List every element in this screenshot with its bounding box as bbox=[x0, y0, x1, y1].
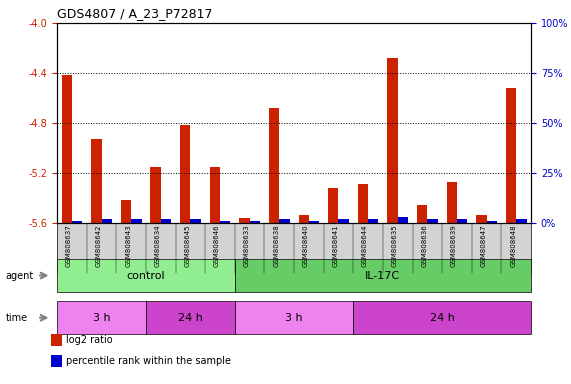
Bar bbox=[447, 182, 457, 223]
Bar bbox=[161, 219, 171, 223]
Text: 3 h: 3 h bbox=[286, 313, 303, 323]
Text: GSM808633: GSM808633 bbox=[244, 225, 250, 267]
Bar bbox=[279, 219, 289, 223]
Text: control: control bbox=[127, 270, 165, 281]
Text: GSM808639: GSM808639 bbox=[451, 225, 457, 267]
Bar bbox=[220, 221, 230, 223]
Text: GSM808641: GSM808641 bbox=[332, 225, 339, 267]
Text: 3 h: 3 h bbox=[93, 313, 110, 323]
Bar bbox=[150, 167, 161, 223]
Text: GSM808638: GSM808638 bbox=[274, 225, 279, 267]
Text: GSM808644: GSM808644 bbox=[362, 225, 368, 267]
Bar bbox=[190, 219, 201, 223]
Bar bbox=[91, 139, 102, 223]
Text: GSM808634: GSM808634 bbox=[155, 225, 161, 267]
Text: GSM808646: GSM808646 bbox=[214, 225, 220, 267]
Text: 24 h: 24 h bbox=[178, 313, 203, 323]
Bar bbox=[328, 188, 339, 223]
Bar bbox=[102, 219, 112, 223]
Bar bbox=[121, 200, 131, 223]
Text: GSM808642: GSM808642 bbox=[95, 225, 102, 267]
Text: GSM808645: GSM808645 bbox=[184, 225, 190, 267]
Text: log2 ratio: log2 ratio bbox=[66, 335, 112, 345]
Bar bbox=[476, 215, 486, 223]
Bar bbox=[309, 221, 319, 223]
Text: GSM808643: GSM808643 bbox=[125, 225, 131, 267]
Text: GSM808640: GSM808640 bbox=[303, 225, 309, 267]
Bar bbox=[486, 221, 497, 223]
Bar bbox=[210, 167, 220, 223]
Text: 24 h: 24 h bbox=[430, 313, 455, 323]
Bar bbox=[506, 88, 516, 223]
Text: agent: agent bbox=[6, 270, 34, 281]
Bar bbox=[368, 219, 379, 223]
Bar bbox=[398, 217, 408, 223]
Bar bbox=[250, 221, 260, 223]
Bar bbox=[269, 108, 279, 223]
Bar bbox=[72, 221, 82, 223]
Text: GDS4807 / A_23_P72817: GDS4807 / A_23_P72817 bbox=[57, 7, 212, 20]
Text: GSM808637: GSM808637 bbox=[66, 225, 72, 267]
Bar bbox=[457, 219, 467, 223]
Bar bbox=[62, 76, 72, 223]
Bar bbox=[387, 58, 398, 223]
Text: IL-17C: IL-17C bbox=[365, 270, 400, 281]
Bar bbox=[417, 205, 427, 223]
Text: GSM808636: GSM808636 bbox=[421, 225, 427, 267]
Bar bbox=[339, 219, 349, 223]
Bar bbox=[131, 219, 142, 223]
Bar bbox=[180, 126, 190, 223]
Bar bbox=[299, 215, 309, 223]
Text: percentile rank within the sample: percentile rank within the sample bbox=[66, 356, 231, 366]
Text: GSM808635: GSM808635 bbox=[392, 225, 398, 267]
Bar bbox=[358, 184, 368, 223]
Text: time: time bbox=[6, 313, 28, 323]
Text: GSM808648: GSM808648 bbox=[510, 225, 516, 267]
Text: GSM808647: GSM808647 bbox=[481, 225, 486, 267]
Bar bbox=[427, 219, 438, 223]
Bar bbox=[516, 219, 526, 223]
Bar bbox=[239, 218, 250, 223]
